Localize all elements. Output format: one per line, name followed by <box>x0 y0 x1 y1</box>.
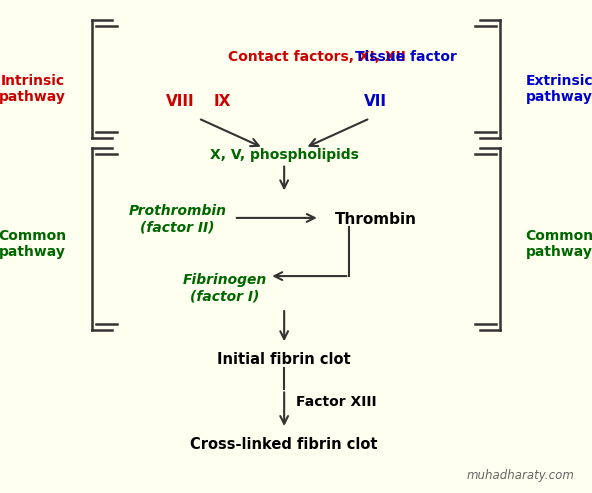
Text: Fibrinogen
(factor I): Fibrinogen (factor I) <box>183 273 267 304</box>
Text: Intrinsic
pathway: Intrinsic pathway <box>0 73 66 104</box>
Text: Prothrombin
(factor II): Prothrombin (factor II) <box>128 204 227 235</box>
Text: Common
pathway: Common pathway <box>525 229 592 259</box>
Text: VIII: VIII <box>166 94 195 108</box>
Text: Thrombin: Thrombin <box>334 212 417 227</box>
Text: muhadharaty.com: muhadharaty.com <box>467 469 575 482</box>
Text: Cross-linked fibrin clot: Cross-linked fibrin clot <box>191 437 378 452</box>
Text: IX: IX <box>213 94 231 108</box>
Text: Tissue factor: Tissue factor <box>355 50 457 64</box>
Text: Factor XIII: Factor XIII <box>296 395 377 409</box>
Text: VII: VII <box>365 94 387 108</box>
Text: Initial fibrin clot: Initial fibrin clot <box>217 352 351 367</box>
Text: Contact factors, XI, XII: Contact factors, XI, XII <box>228 50 406 64</box>
Text: X, V, phospholipids: X, V, phospholipids <box>210 148 359 162</box>
Text: Common
pathway: Common pathway <box>0 229 67 259</box>
Text: Extrinsic
pathway: Extrinsic pathway <box>526 73 592 104</box>
